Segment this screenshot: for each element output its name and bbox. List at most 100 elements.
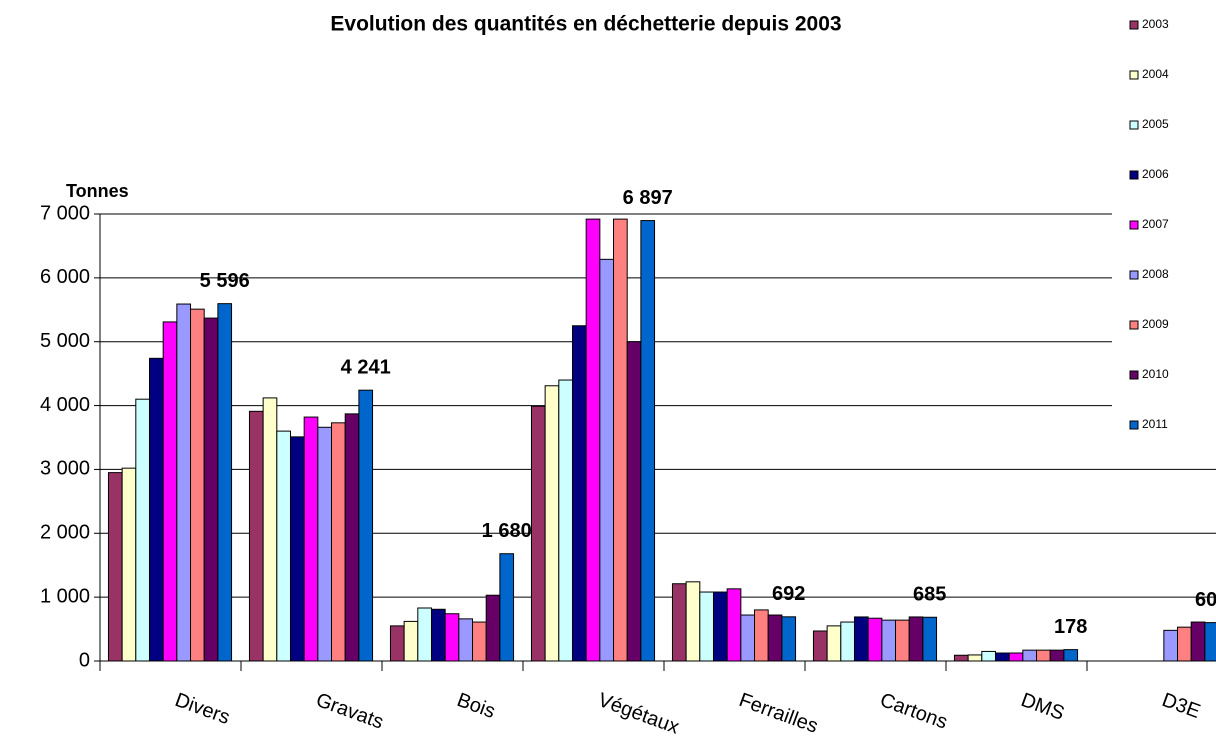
data-label: 6 897 <box>623 187 673 209</box>
bar <box>699 591 714 662</box>
x-tick-label: Végétaux <box>595 689 682 739</box>
y-tick-label: 6 000 <box>40 266 90 288</box>
bar <box>248 410 264 662</box>
bar <box>967 654 983 662</box>
bar <box>726 588 742 662</box>
x-tick-label: D3E <box>1159 689 1203 723</box>
bar <box>626 341 642 662</box>
bar <box>1049 649 1065 662</box>
x-tick-label: Bois <box>454 689 498 723</box>
bar <box>344 413 360 662</box>
x-tick-label: Divers <box>172 689 233 729</box>
bar <box>1177 626 1192 662</box>
y-tick-label: 0 <box>79 649 90 671</box>
bar <box>403 620 419 662</box>
bar <box>981 650 996 662</box>
bar <box>1036 649 1051 662</box>
bar <box>485 594 501 662</box>
y-axis-label: Tonnes <box>66 181 129 201</box>
bar <box>331 422 346 662</box>
bar <box>740 614 756 662</box>
x-tick-label: Cartons <box>877 689 950 734</box>
bar <box>826 625 842 662</box>
legend-swatch <box>1129 370 1139 380</box>
bar <box>922 616 938 662</box>
bar <box>640 220 656 662</box>
bar <box>417 607 432 662</box>
bar <box>162 321 178 662</box>
data-label: 601 <box>1195 589 1216 611</box>
bar <box>1022 649 1038 662</box>
bar <box>585 218 601 662</box>
data-label: 5 596 <box>200 270 250 292</box>
y-tick-label: 2 000 <box>40 522 90 544</box>
x-tick-label: Gravats <box>313 689 386 734</box>
legend-swatch <box>1129 270 1139 280</box>
bar <box>262 397 278 662</box>
bar <box>289 436 305 662</box>
chart-title: Evolution des quantités en déchetterie d… <box>330 13 841 36</box>
bar <box>1204 622 1216 662</box>
bar <box>754 609 769 662</box>
data-label: 1 680 <box>482 520 532 542</box>
legend-swatch <box>1129 120 1139 130</box>
legend-box <box>1112 8 1216 440</box>
bar <box>176 303 192 662</box>
y-tick-label: 7 000 <box>40 202 90 224</box>
bar <box>135 398 150 662</box>
data-label: 178 <box>1054 616 1087 638</box>
bar <box>1008 652 1024 662</box>
data-label: 685 <box>913 584 946 606</box>
legend-swatch <box>1129 420 1139 430</box>
bar <box>190 308 205 662</box>
bar <box>558 379 573 662</box>
bar <box>613 218 628 662</box>
bar <box>217 303 233 662</box>
bar <box>671 583 687 662</box>
bar <box>1063 649 1079 662</box>
bar <box>908 616 924 662</box>
bar <box>276 430 291 662</box>
legend-swatch <box>1129 20 1139 30</box>
bar <box>840 621 855 662</box>
bar <box>781 616 797 662</box>
y-tick-label: 5 000 <box>40 330 90 352</box>
legend-label: 2011 <box>1142 417 1168 431</box>
y-tick-label: 3 000 <box>40 458 90 480</box>
bar <box>599 258 615 662</box>
bar <box>712 591 728 662</box>
bar <box>685 581 701 662</box>
legend-swatch <box>1129 170 1139 180</box>
bar <box>107 472 123 662</box>
bar <box>121 467 137 662</box>
legend-label: 2008 <box>1142 267 1169 281</box>
bar <box>1163 629 1179 662</box>
bar <box>953 654 969 662</box>
bar <box>767 614 783 662</box>
y-tick-label: 4 000 <box>40 394 90 416</box>
bar <box>303 416 319 662</box>
bar <box>544 385 560 662</box>
data-label: 692 <box>772 583 805 605</box>
legend-label: 2009 <box>1142 317 1169 331</box>
bar <box>994 652 1010 662</box>
x-tick-label: Ferrailles <box>736 689 821 738</box>
x-tick-label: DMS <box>1018 689 1067 725</box>
bar <box>530 405 546 662</box>
legend-label: 2010 <box>1142 367 1169 381</box>
bar <box>499 553 515 662</box>
y-tick-label: 1 000 <box>40 585 90 607</box>
bar <box>358 389 374 662</box>
bar <box>853 616 869 662</box>
legend-swatch <box>1129 70 1139 80</box>
bar <box>472 621 487 662</box>
legend-label: 2003 <box>1142 17 1169 31</box>
bar <box>1190 621 1206 662</box>
bar <box>571 325 587 662</box>
bar <box>148 357 164 662</box>
legend-swatch <box>1129 220 1139 230</box>
legend-label: 2007 <box>1142 217 1169 231</box>
legend-swatch <box>1129 320 1139 330</box>
bar <box>881 619 897 662</box>
